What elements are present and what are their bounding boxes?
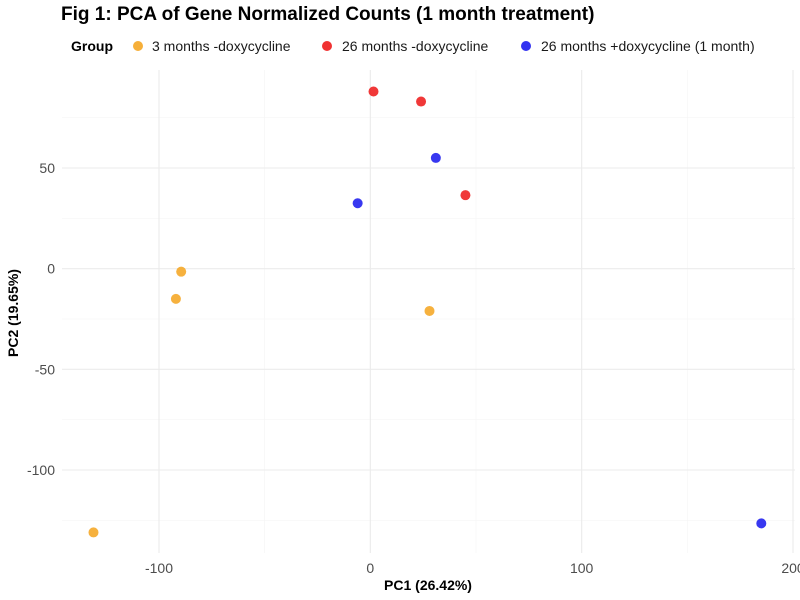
tick-labels: -100 0 100 200 -100 -50 0 50 bbox=[27, 160, 800, 576]
y-tick-label: -50 bbox=[35, 361, 55, 377]
y-tick-label: -100 bbox=[27, 462, 55, 478]
y-tick-label: 0 bbox=[47, 261, 55, 277]
y-axis-title: PC2 (19.65%) bbox=[5, 269, 21, 357]
grid bbox=[62, 70, 795, 553]
x-axis-title: PC1 (26.42%) bbox=[384, 577, 472, 593]
legend-key-26-months-plus-dox bbox=[521, 41, 531, 51]
data-point-series-3 bbox=[352, 198, 363, 209]
legend-key-3-months-minus-dox bbox=[133, 41, 143, 51]
y-tick-label: 50 bbox=[39, 160, 55, 176]
x-tick-label: 0 bbox=[366, 560, 374, 576]
data-points bbox=[88, 86, 767, 538]
legend-label-26-months-minus-dox: 26 months -doxycycline bbox=[342, 38, 489, 54]
data-point-series-3 bbox=[430, 152, 441, 163]
legend: Group 3 months -doxycycline 26 months -d… bbox=[71, 38, 755, 54]
data-point-series-2 bbox=[460, 190, 471, 201]
chart-title: Fig 1: PCA of Gene Normalized Counts (1 … bbox=[61, 4, 594, 25]
data-point-series-1 bbox=[170, 293, 181, 304]
data-point-series-1 bbox=[176, 266, 187, 277]
data-point-series-1 bbox=[88, 527, 99, 538]
data-point-series-2 bbox=[416, 96, 427, 107]
data-point-series-3 bbox=[756, 518, 767, 529]
legend-label-3-months-minus-dox: 3 months -doxycycline bbox=[152, 38, 291, 54]
x-tick-label: 200 bbox=[781, 560, 800, 576]
legend-title: Group bbox=[71, 38, 113, 54]
data-point-series-1 bbox=[424, 305, 435, 316]
legend-key-26-months-minus-dox bbox=[322, 41, 332, 51]
x-tick-label: 100 bbox=[570, 560, 594, 576]
legend-label-26-months-plus-dox: 26 months +doxycycline (1 month) bbox=[541, 38, 755, 54]
data-point-series-2 bbox=[368, 86, 379, 97]
x-tick-label: -100 bbox=[145, 560, 173, 576]
